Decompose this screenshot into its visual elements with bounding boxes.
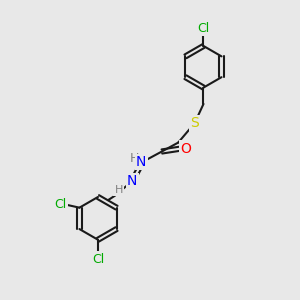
Text: N: N bbox=[136, 155, 146, 169]
Text: Cl: Cl bbox=[92, 253, 104, 266]
Text: H: H bbox=[130, 152, 139, 165]
Text: S: S bbox=[190, 116, 199, 130]
Text: N: N bbox=[127, 174, 137, 188]
Text: O: O bbox=[180, 142, 191, 155]
Text: Cl: Cl bbox=[54, 198, 66, 211]
Text: Cl: Cl bbox=[197, 22, 210, 34]
Text: H: H bbox=[115, 185, 123, 195]
